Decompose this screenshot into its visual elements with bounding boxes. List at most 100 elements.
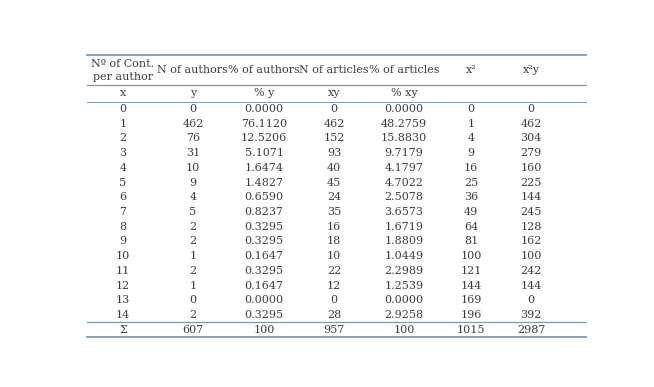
- Text: x: x: [120, 88, 126, 98]
- Text: 10: 10: [327, 251, 341, 261]
- Text: 1: 1: [190, 251, 196, 261]
- Text: 0: 0: [190, 104, 196, 114]
- Text: 0: 0: [190, 295, 196, 305]
- Text: 144: 144: [521, 281, 542, 291]
- Text: 15.8830: 15.8830: [381, 134, 427, 143]
- Text: 25: 25: [464, 178, 478, 188]
- Text: 462: 462: [182, 119, 203, 128]
- Text: 0: 0: [468, 104, 475, 114]
- Text: 1.6474: 1.6474: [245, 163, 284, 173]
- Text: 0: 0: [330, 295, 337, 305]
- Text: 0.8237: 0.8237: [245, 207, 284, 217]
- Text: 162: 162: [521, 236, 542, 247]
- Text: 0.3295: 0.3295: [245, 236, 284, 247]
- Text: 36: 36: [464, 192, 478, 202]
- Text: 0: 0: [528, 295, 535, 305]
- Text: 16: 16: [464, 163, 478, 173]
- Text: N of authors: N of authors: [158, 65, 228, 75]
- Text: 4: 4: [468, 134, 475, 143]
- Text: Nº of Cont.
per author: Nº of Cont. per author: [92, 59, 154, 82]
- Text: 196: 196: [460, 310, 482, 320]
- Text: x²y: x²y: [523, 65, 540, 75]
- Text: 0.1647: 0.1647: [245, 251, 284, 261]
- Text: 81: 81: [464, 236, 478, 247]
- Text: 2: 2: [120, 134, 127, 143]
- Text: 9: 9: [468, 148, 475, 158]
- Text: 11: 11: [116, 266, 130, 276]
- Text: 2: 2: [190, 236, 196, 247]
- Text: 0.1647: 0.1647: [245, 281, 284, 291]
- Text: N of articles: N of articles: [299, 65, 369, 75]
- Text: 144: 144: [521, 192, 542, 202]
- Text: 0.0000: 0.0000: [245, 104, 284, 114]
- Text: 5: 5: [190, 207, 196, 217]
- Text: 0.0000: 0.0000: [385, 104, 423, 114]
- Text: 0.0000: 0.0000: [245, 295, 284, 305]
- Text: y: y: [190, 88, 196, 98]
- Text: 607: 607: [182, 325, 203, 335]
- Text: 40: 40: [327, 163, 341, 173]
- Text: 152: 152: [323, 134, 345, 143]
- Text: 6: 6: [120, 192, 127, 202]
- Text: 1.0449: 1.0449: [385, 251, 423, 261]
- Text: 7: 7: [120, 207, 126, 217]
- Text: 0.3295: 0.3295: [245, 222, 284, 232]
- Text: 1015: 1015: [457, 325, 485, 335]
- Text: % of articles: % of articles: [369, 65, 439, 75]
- Text: 9: 9: [190, 178, 196, 188]
- Text: 1: 1: [190, 281, 196, 291]
- Text: 2: 2: [190, 222, 196, 232]
- Text: 18: 18: [327, 236, 341, 247]
- Text: 121: 121: [460, 266, 482, 276]
- Text: 100: 100: [393, 325, 415, 335]
- Text: 0.3295: 0.3295: [245, 310, 284, 320]
- Text: 4.1797: 4.1797: [385, 163, 423, 173]
- Text: 28: 28: [327, 310, 341, 320]
- Text: Σ: Σ: [119, 325, 127, 335]
- Text: 957: 957: [323, 325, 345, 335]
- Text: 242: 242: [521, 266, 542, 276]
- Text: 0.6590: 0.6590: [245, 192, 284, 202]
- Text: 100: 100: [253, 325, 275, 335]
- Text: 2.2989: 2.2989: [385, 266, 423, 276]
- Text: 462: 462: [521, 119, 542, 128]
- Text: 3.6573: 3.6573: [385, 207, 423, 217]
- Text: 392: 392: [521, 310, 542, 320]
- Text: 304: 304: [521, 134, 542, 143]
- Text: 14: 14: [116, 310, 130, 320]
- Text: 16: 16: [327, 222, 341, 232]
- Text: 144: 144: [460, 281, 482, 291]
- Text: 2987: 2987: [517, 325, 545, 335]
- Text: 5.1071: 5.1071: [245, 148, 284, 158]
- Text: 279: 279: [521, 148, 542, 158]
- Text: 8: 8: [120, 222, 127, 232]
- Text: 76: 76: [186, 134, 200, 143]
- Text: 128: 128: [521, 222, 542, 232]
- Text: 245: 245: [521, 207, 542, 217]
- Text: 2: 2: [190, 266, 196, 276]
- Text: 10: 10: [116, 251, 130, 261]
- Text: 12: 12: [116, 281, 130, 291]
- Text: xy: xy: [328, 88, 340, 98]
- Text: 0: 0: [528, 104, 535, 114]
- Text: 45: 45: [327, 178, 341, 188]
- Text: 93: 93: [327, 148, 341, 158]
- Text: 13: 13: [116, 295, 130, 305]
- Text: 100: 100: [460, 251, 482, 261]
- Text: 49: 49: [464, 207, 478, 217]
- Text: 1.4827: 1.4827: [245, 178, 284, 188]
- Text: 12.5206: 12.5206: [241, 134, 287, 143]
- Text: 4: 4: [120, 163, 127, 173]
- Text: 0: 0: [330, 104, 337, 114]
- Text: 1: 1: [120, 119, 127, 128]
- Text: 35: 35: [327, 207, 341, 217]
- Text: 24: 24: [327, 192, 341, 202]
- Text: 9.7179: 9.7179: [385, 148, 423, 158]
- Text: 76.1120: 76.1120: [241, 119, 287, 128]
- Text: 2.9258: 2.9258: [385, 310, 423, 320]
- Text: 64: 64: [464, 222, 478, 232]
- Text: 1.8809: 1.8809: [385, 236, 423, 247]
- Text: 12: 12: [327, 281, 341, 291]
- Text: 4: 4: [190, 192, 196, 202]
- Text: 100: 100: [521, 251, 542, 261]
